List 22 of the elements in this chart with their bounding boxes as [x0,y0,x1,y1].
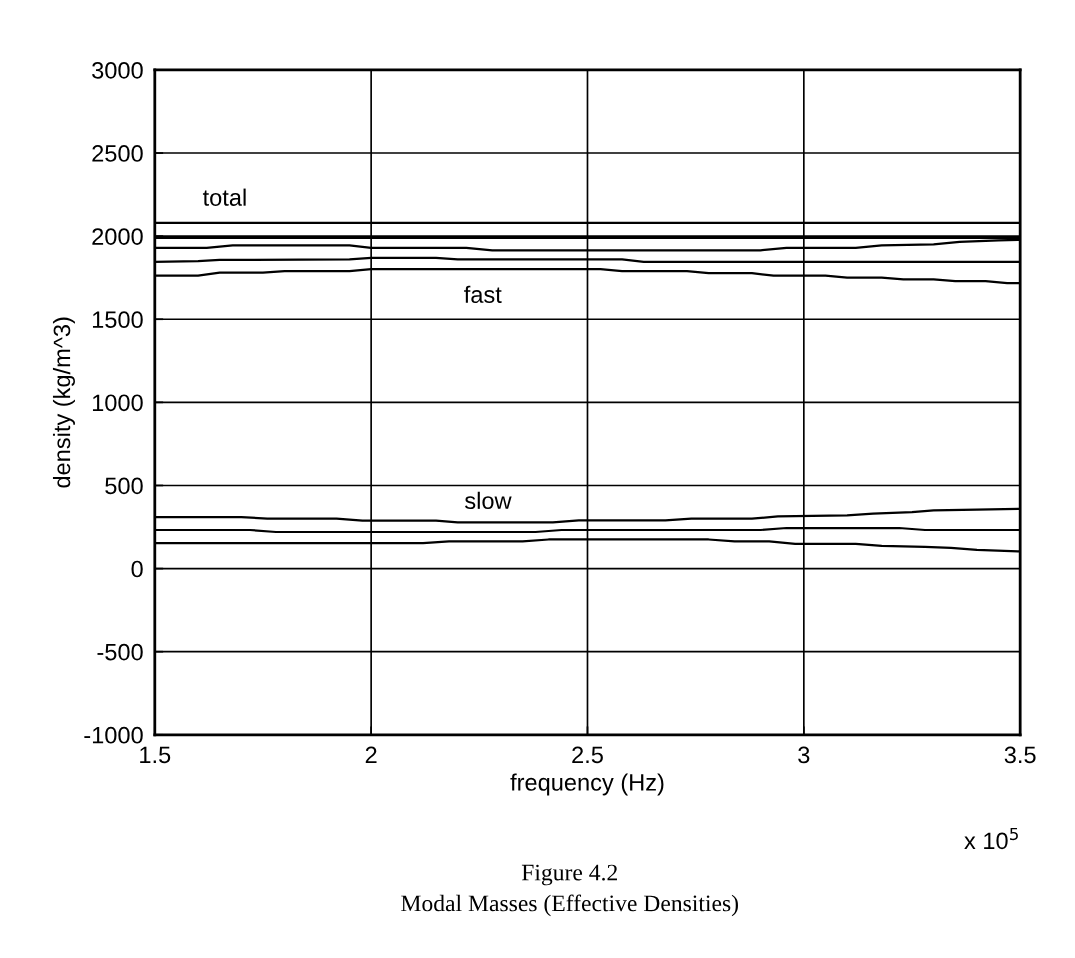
y-tick-label: 0 [131,560,143,578]
y-tick-label: 1000 [92,394,143,412]
annotation: slow [465,491,512,510]
x-tick-label: 2.5 [572,746,603,764]
y-tick-label: 2000 [92,228,143,245]
text: Modal Masses (Effective Densities) [401,894,738,917]
y-tick-label: 1500 [92,311,143,329]
caption: Figure 4.2 [521,864,617,886]
x-tick-label: 3.5 [1004,746,1036,764]
y-tick-label: 500 [105,477,143,495]
x-tick-label: 1.5 [140,746,171,764]
annotation: fast [464,285,502,303]
y-tick-label: -1000 [84,726,143,744]
x-tick-label: 2 [365,746,377,764]
annotation: total [202,188,246,206]
y-tick-label: 2500 [92,145,143,162]
y-tick-label: 3000 [92,62,143,79]
text: x 10$^{5}$ [964,827,1018,850]
y-tick-label: -500 [97,643,143,661]
x-tick-label: 3 [798,746,810,764]
x-axis-title: frequency (Hz) [510,773,664,796]
y-axis-title: density (kg/m^3) [52,317,75,488]
